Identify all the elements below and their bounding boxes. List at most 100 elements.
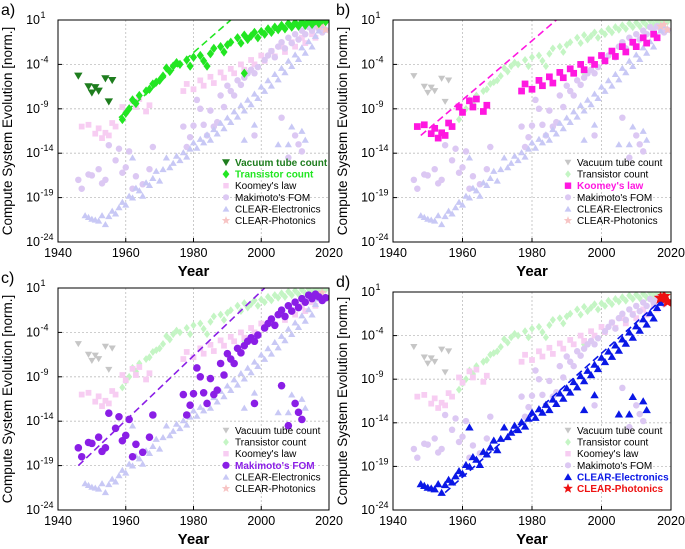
data-point-clear-electronics xyxy=(566,118,574,125)
data-point-transistor xyxy=(125,104,133,114)
data-point-vacuum-tube xyxy=(74,72,83,80)
data-point-makimoto xyxy=(288,39,295,47)
data-point-vacuum-tube xyxy=(101,75,110,83)
data-point-clear-electronics xyxy=(200,407,208,414)
data-point-transistor xyxy=(605,296,612,305)
data-point-clear-electronics xyxy=(542,131,550,138)
data-point-makimoto xyxy=(301,298,310,306)
data-point-clear-electronics xyxy=(579,405,589,414)
data-point-transistor xyxy=(196,50,204,61)
data-point-clear-electronics xyxy=(507,159,515,166)
data-point-makimoto xyxy=(633,132,640,139)
data-point-clear-electronics xyxy=(230,108,238,115)
data-point-makimoto xyxy=(441,411,449,419)
data-point-transistor xyxy=(626,20,633,28)
data-point-koomey xyxy=(180,356,187,362)
data-point-transistor xyxy=(581,69,588,78)
legend-label: Koomey's law xyxy=(235,181,297,192)
data-point-koomey xyxy=(618,43,626,50)
data-point-clear-electronics xyxy=(105,481,113,488)
data-point-clear-electronics xyxy=(254,94,262,102)
y-tick-exponent: -14 xyxy=(41,411,54,421)
data-point-makimoto xyxy=(285,34,292,41)
data-point-koomey xyxy=(414,393,421,400)
data-point-makimoto xyxy=(438,176,445,184)
data-point-clear-electronics xyxy=(486,174,494,181)
x-axis-label: Year xyxy=(516,263,548,280)
data-point-clear-electronics xyxy=(122,201,130,208)
data-point-clear-electronics xyxy=(261,87,269,94)
data-point-makimoto xyxy=(639,148,647,155)
data-point-koomey xyxy=(608,47,616,55)
data-point-transistor xyxy=(189,52,198,62)
data-point-transistor xyxy=(542,62,549,71)
data-point-transistor xyxy=(210,43,218,54)
data-point-koomey xyxy=(207,73,214,80)
data-point-koomey xyxy=(588,328,594,335)
legend-label: CLEAR-Electronics xyxy=(577,204,663,215)
data-point-koomey xyxy=(183,81,190,87)
data-point-makimoto xyxy=(591,341,598,348)
data-point-transistor xyxy=(176,59,184,70)
data-point-clear-electronics xyxy=(527,408,537,416)
data-point-makimoto xyxy=(237,349,245,357)
legend-marker-makimoto xyxy=(564,194,572,201)
data-point-koomey xyxy=(522,351,528,358)
data-point-clear-photonics xyxy=(656,21,666,30)
data-point-transistor xyxy=(594,305,602,314)
data-point-koomey xyxy=(210,80,217,86)
data-point-clear-electronics xyxy=(149,174,157,181)
data-point-koomey xyxy=(559,74,567,82)
data-point-clear-electronics xyxy=(465,154,474,161)
data-point-makimoto xyxy=(535,105,543,113)
legend-label: Vacuum tube count xyxy=(577,158,663,169)
data-point-clear-electronics xyxy=(580,107,588,114)
legend-marker-makimoto xyxy=(564,462,572,469)
data-point-koomey xyxy=(546,344,553,351)
data-point-koomey xyxy=(129,365,136,372)
data-point-transistor xyxy=(220,316,228,324)
data-point-clear-electronics xyxy=(594,94,602,102)
data-point-vacuum-tube xyxy=(410,73,418,80)
data-point-makimoto xyxy=(563,82,570,89)
data-point-makimoto xyxy=(74,444,83,452)
y-tick-exponent: -4 xyxy=(376,326,384,336)
data-point-koomey xyxy=(466,368,473,375)
data-point-clear-electronics xyxy=(115,472,123,479)
y-tick-exponent: -24 xyxy=(376,232,389,242)
data-point-makimoto xyxy=(207,107,214,114)
data-point-clear-electronics xyxy=(496,434,505,442)
data-point-clear-electronics xyxy=(223,382,231,389)
data-point-clear-electronics xyxy=(597,83,606,90)
data-point-transistor xyxy=(183,55,191,65)
data-point-clear-electronics xyxy=(590,90,599,97)
data-point-transistor xyxy=(563,40,570,49)
data-point-makimoto xyxy=(294,303,303,312)
data-point-transistor xyxy=(640,20,647,26)
data-point-koomey xyxy=(431,395,438,402)
data-point-koomey xyxy=(459,108,466,116)
data-point-makimoto xyxy=(459,164,466,171)
data-point-clear-electronics xyxy=(451,204,460,211)
data-point-transistor xyxy=(647,20,654,25)
data-point-koomey xyxy=(442,402,449,409)
data-point-transistor xyxy=(305,20,313,26)
data-point-koomey xyxy=(421,392,428,398)
data-point-clear-electronics xyxy=(159,165,167,173)
data-point-transistor xyxy=(170,330,177,339)
data-point-makimoto xyxy=(556,92,564,99)
data-point-makimoto xyxy=(546,107,553,114)
y-tick-exponent: -19 xyxy=(41,456,54,466)
data-point-clear-electronics xyxy=(152,435,160,442)
data-point-clear-electronics xyxy=(607,352,617,360)
data-point-clear-electronics xyxy=(95,217,103,224)
data-point-makimoto xyxy=(224,82,231,89)
data-point-transistor xyxy=(288,22,296,32)
data-point-makimoto xyxy=(438,445,445,453)
data-point-clear-electronics xyxy=(625,328,634,336)
data-point-koomey xyxy=(473,366,480,373)
data-point-koomey xyxy=(143,108,149,115)
legend-label: CLEAR-Photonics xyxy=(577,216,658,227)
data-point-clear-electronics xyxy=(186,145,194,152)
